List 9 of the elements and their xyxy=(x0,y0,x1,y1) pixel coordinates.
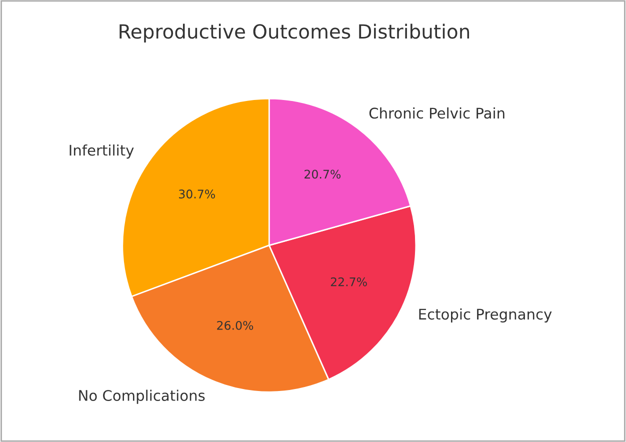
slice-label: Infertility xyxy=(70,144,134,159)
slice-label: No Complications xyxy=(79,390,205,404)
data-label: 22.7% xyxy=(330,277,367,286)
data-label: 30.7% xyxy=(179,190,215,198)
data-label: 20.7% xyxy=(304,170,341,179)
chart-title: Reproductive Outcomes Distribution xyxy=(120,24,470,43)
data-label: 26.0% xyxy=(217,320,254,330)
slice-label: Ectopic Pregnancy xyxy=(419,308,552,323)
slice-label: Chronic Pelvic Pain xyxy=(369,107,504,119)
